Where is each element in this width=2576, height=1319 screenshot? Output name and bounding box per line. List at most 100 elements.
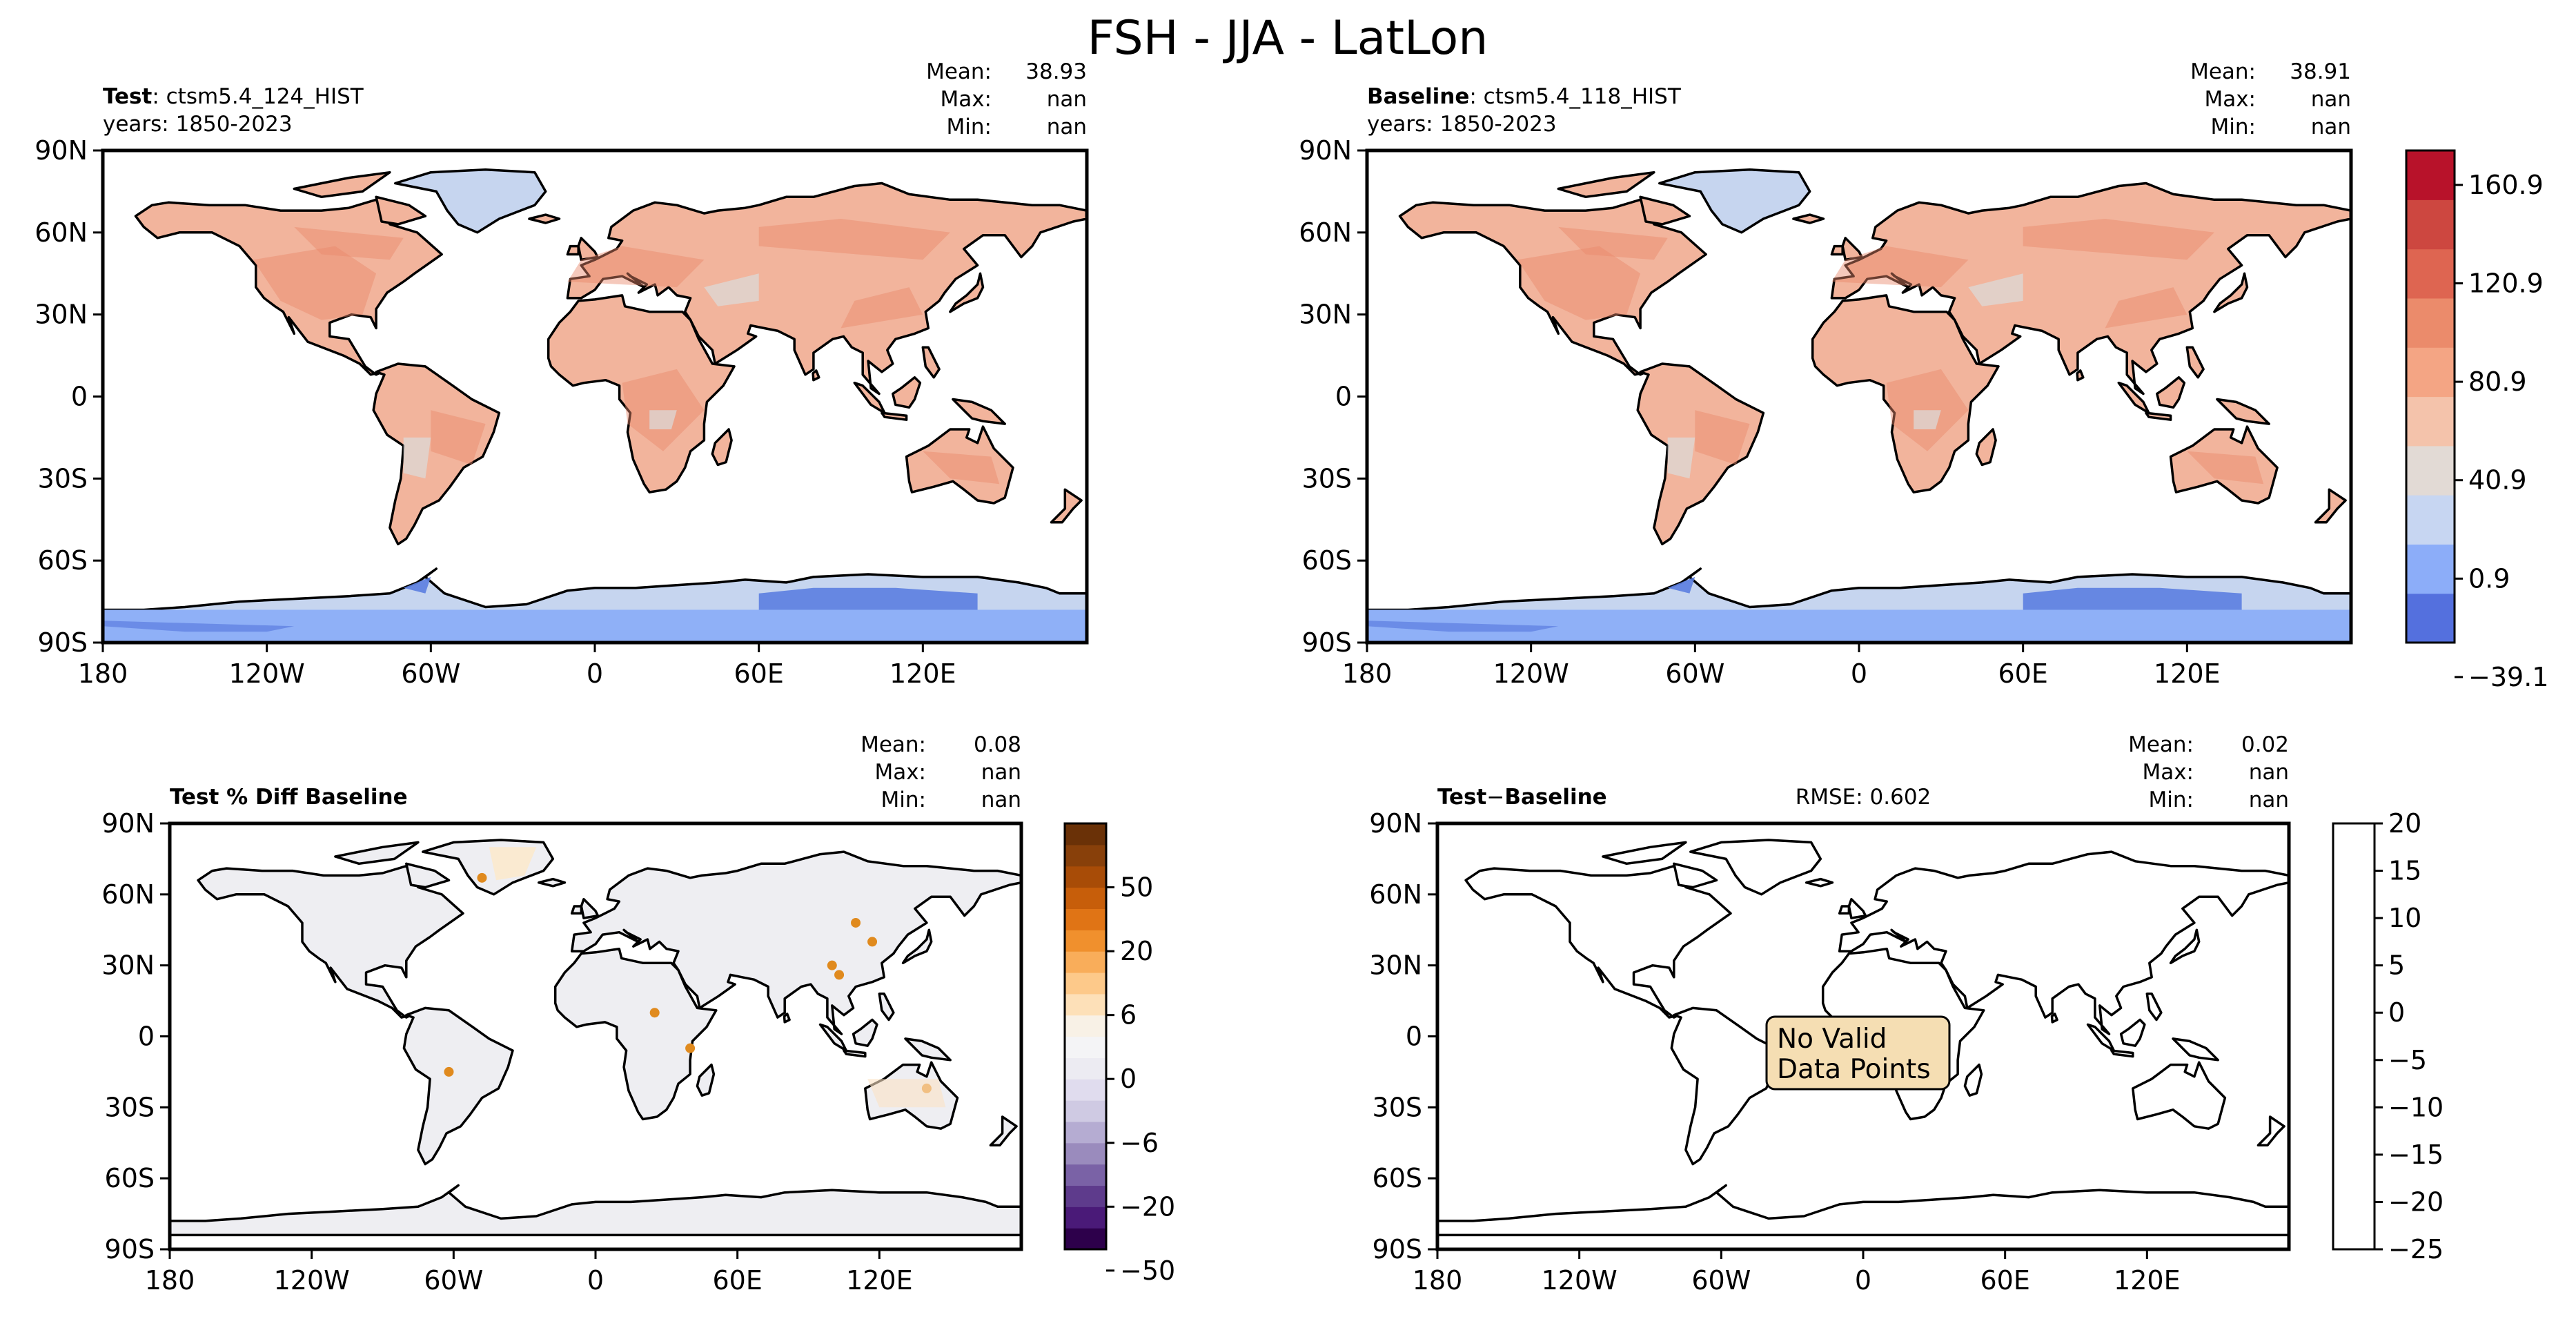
- land-australia: [2132, 1061, 2227, 1130]
- land-newGuinea: [2216, 398, 2270, 425]
- neutral-region-0: [704, 273, 759, 306]
- title-minus: −: [1486, 785, 1504, 810]
- land-ireland: [1838, 905, 1851, 915]
- land-java: [2145, 411, 2172, 421]
- y-tick-label: 90S: [1373, 1234, 1422, 1264]
- stat-label: Mean:: [2128, 732, 2194, 757]
- colorbar-segment: [1065, 866, 1106, 888]
- land-sriLanka: [812, 369, 820, 382]
- colorbar-segment: [1065, 1121, 1106, 1144]
- x-tick-label: 120W: [229, 658, 305, 689]
- land-philippines: [878, 993, 895, 1022]
- stat-value: nan: [1047, 87, 1087, 112]
- ice-deep-east: [758, 587, 978, 610]
- land-japan: [949, 272, 985, 313]
- panel-test: 180 120W 60W 0 60E 120E 90N 60N 30N 0 30S 60S 90S Mea…: [35, 59, 1089, 689]
- land-eurasia: [1838, 850, 2289, 1035]
- stat-value: 38.91: [2290, 59, 2351, 84]
- panel-years: years: 1850-2023: [1367, 112, 1557, 137]
- land-antarctica: [1437, 1184, 2289, 1237]
- land-arcticIslands: [1602, 841, 1687, 866]
- land-baffin: [1639, 195, 1691, 226]
- colorbar-tick-label: 80.9: [2468, 367, 2527, 397]
- colorbar-segment: [1065, 1036, 1106, 1058]
- colorbar-segment: [1065, 1100, 1106, 1122]
- panel-title: Test % Diff Baseline: [170, 785, 408, 810]
- stat-value: nan: [2249, 788, 2289, 812]
- land-northAmerica: [1398, 198, 1707, 376]
- panel-title: Test−Baseline: [1437, 785, 1607, 810]
- y-tick-label: 60S: [105, 1163, 155, 1193]
- y-tick-label: 90N: [1299, 135, 1352, 166]
- land-philippines: [2185, 346, 2205, 379]
- warm-region-3: [2023, 219, 2214, 260]
- y-tick-label: 0: [1335, 382, 1352, 412]
- land-australia: [905, 425, 1014, 505]
- colorbar-tick-label: −39.1: [2468, 662, 2548, 692]
- land-java: [843, 1049, 867, 1058]
- y-tick-label: 30S: [1302, 463, 1352, 494]
- map-area: [170, 823, 1021, 1249]
- diff-spot-1: [834, 970, 845, 980]
- y-tick-label: 30S: [1373, 1092, 1422, 1122]
- stat-value: nan: [2249, 760, 2289, 785]
- ice-deep-east: [2023, 587, 2242, 610]
- x-tick-label: 120E: [2114, 1265, 2181, 1296]
- land-sriLanka: [783, 1013, 791, 1024]
- colorbar-tick-label: −15: [2388, 1140, 2444, 1170]
- land-arcticIslands: [293, 170, 391, 199]
- colorbar-segment: [2406, 445, 2455, 496]
- colorbar-tick-label: 0.9: [2468, 563, 2510, 594]
- colorbar-frame: [2332, 822, 2376, 1251]
- land-newZealand: [2314, 488, 2347, 524]
- colorbar-segment: [1065, 1206, 1106, 1229]
- colorbar-segment: [1065, 1057, 1106, 1079]
- x-tick-label: 60E: [712, 1265, 762, 1296]
- x-tick-label: 0: [1855, 1265, 1871, 1296]
- land-newGuinea: [952, 398, 1006, 425]
- y-tick-label: 30N: [1369, 950, 1422, 981]
- map-area: [1437, 823, 2289, 1249]
- x-tick-label: 60W: [1691, 1265, 1751, 1296]
- x-tick-label: 0: [587, 658, 603, 689]
- stat-value: nan: [2311, 115, 2351, 139]
- land-philippines: [921, 346, 941, 379]
- panel-baseline: 180 120W 60W 0 60E 120E 90N 60N 30N 0 30S 60S 90S Mea…: [1299, 59, 2548, 692]
- x-tick-label: 60E: [1980, 1265, 2029, 1296]
- diff-spot-0: [827, 960, 837, 970]
- colorbar-segment: [1065, 930, 1106, 952]
- stat-label: Mean:: [926, 59, 992, 84]
- y-tick-label: 60N: [101, 879, 155, 910]
- neutral-region-1: [1667, 437, 1695, 479]
- colorbar-tick-label: 40.9: [2468, 465, 2527, 496]
- land-ireland: [570, 905, 583, 915]
- x-tick-label: 60E: [734, 658, 783, 689]
- warm-region-0: [1517, 246, 1641, 320]
- land-borneo: [2119, 1018, 2146, 1047]
- panel-abs_diff: 180 120W 60W 0 60E 120E 90N 60N 30N 0 30S 60S 90S Mea…: [1369, 732, 2444, 1296]
- ice-deep-west: [103, 621, 295, 632]
- y-tick-label: 30N: [35, 300, 88, 330]
- colorbar-segment: [1065, 1015, 1106, 1037]
- stat-label: Min:: [947, 115, 992, 139]
- colorbar-segment: [2406, 150, 2455, 200]
- land-northAmerica: [134, 198, 443, 376]
- x-tick-label: 0: [1851, 658, 1867, 689]
- x-tick-label: 120W: [274, 1265, 350, 1296]
- land-northAmerica: [197, 864, 464, 1019]
- x-tick-label: 60E: [1998, 658, 2047, 689]
- y-tick-label: 60S: [1373, 1163, 1422, 1193]
- land-eurasia: [570, 850, 1021, 1035]
- y-tick-label: 60S: [38, 545, 88, 576]
- ice-deep-west: [1367, 621, 1559, 632]
- colorbar-segment: [1065, 887, 1106, 909]
- greenland-diff: [489, 847, 537, 881]
- warm-region-7: [2187, 451, 2264, 485]
- land-southAmerica: [1636, 362, 1765, 546]
- y-tick-label: 60N: [35, 217, 88, 248]
- x-tick-label: 60W: [1665, 658, 1724, 689]
- y-tick-label: 60S: [1302, 545, 1352, 576]
- map-area: [103, 150, 1087, 643]
- stat-value: nan: [1047, 115, 1087, 139]
- y-tick-label: 0: [1406, 1022, 1422, 1052]
